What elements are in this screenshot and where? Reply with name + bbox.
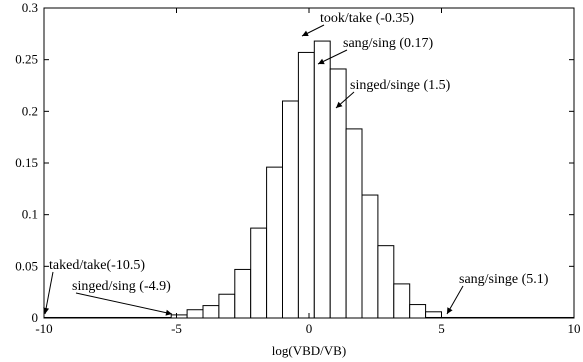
- histogram-bar: [361, 194, 379, 319]
- annotation-label: singed/sing (-4.9): [72, 279, 171, 294]
- arrowhead: [302, 30, 309, 36]
- annotation-arrow: [75, 292, 173, 315]
- x-tick-label: -5: [171, 321, 182, 336]
- y-tick-label: 0.05: [15, 258, 38, 273]
- annotation-label: taked/take(-10.5): [49, 258, 145, 273]
- histogram-bar: [313, 40, 331, 319]
- annotation-label: sang/singe (5.1): [459, 272, 549, 287]
- annotation-label: singed/singe (1.5): [350, 78, 451, 93]
- arrowhead: [447, 307, 453, 314]
- histogram-bar: [186, 309, 204, 319]
- histogram-bar: [345, 128, 363, 319]
- histogram-bar: [409, 304, 427, 319]
- histogram-bar: [393, 283, 411, 319]
- y-tick-label: 0.25: [15, 52, 38, 67]
- arrowhead: [165, 309, 172, 316]
- arrowhead: [336, 101, 343, 108]
- y-tick-label: 0.2: [22, 103, 38, 118]
- x-tick-label: 5: [438, 321, 445, 336]
- arrowhead: [43, 307, 50, 314]
- histogram-bar: [377, 245, 395, 319]
- annotation-arrows: [43, 24, 464, 316]
- x-axis-title: log(VBD/VB): [272, 343, 346, 358]
- histogram-bar: [202, 305, 220, 319]
- annotation-arrow: [44, 271, 54, 315]
- axis-ticks: [43, 7, 575, 319]
- x-tick-label: 10: [568, 321, 581, 336]
- x-tick-label: 0: [306, 321, 313, 336]
- histogram-bar: [266, 166, 284, 319]
- y-tick-label: 0.15: [15, 155, 38, 170]
- y-tick-label: 0: [32, 310, 39, 325]
- y-tick-label: 0.3: [22, 0, 38, 15]
- y-tick-label: 0.1: [22, 207, 38, 222]
- x-tick-label: -10: [35, 321, 52, 336]
- arrowhead: [318, 58, 325, 65]
- annotation-labels: took/take (-0.35) sang/sing (0.17) singed/…: [49, 11, 549, 294]
- axis-tick-labels: -10 -5 0 5 10 0 0.05 0.1 0.15 0.2 0.25 0.3: [15, 0, 580, 336]
- histogram-bar: [282, 100, 299, 319]
- annotation-label: sang/sing (0.17): [343, 36, 434, 51]
- histogram-bar: [297, 51, 315, 319]
- histogram-bar: [234, 268, 252, 319]
- histogram-bar: [250, 227, 268, 319]
- annotation-label: took/take (-0.35): [320, 11, 414, 26]
- histogram-bar: [218, 293, 236, 319]
